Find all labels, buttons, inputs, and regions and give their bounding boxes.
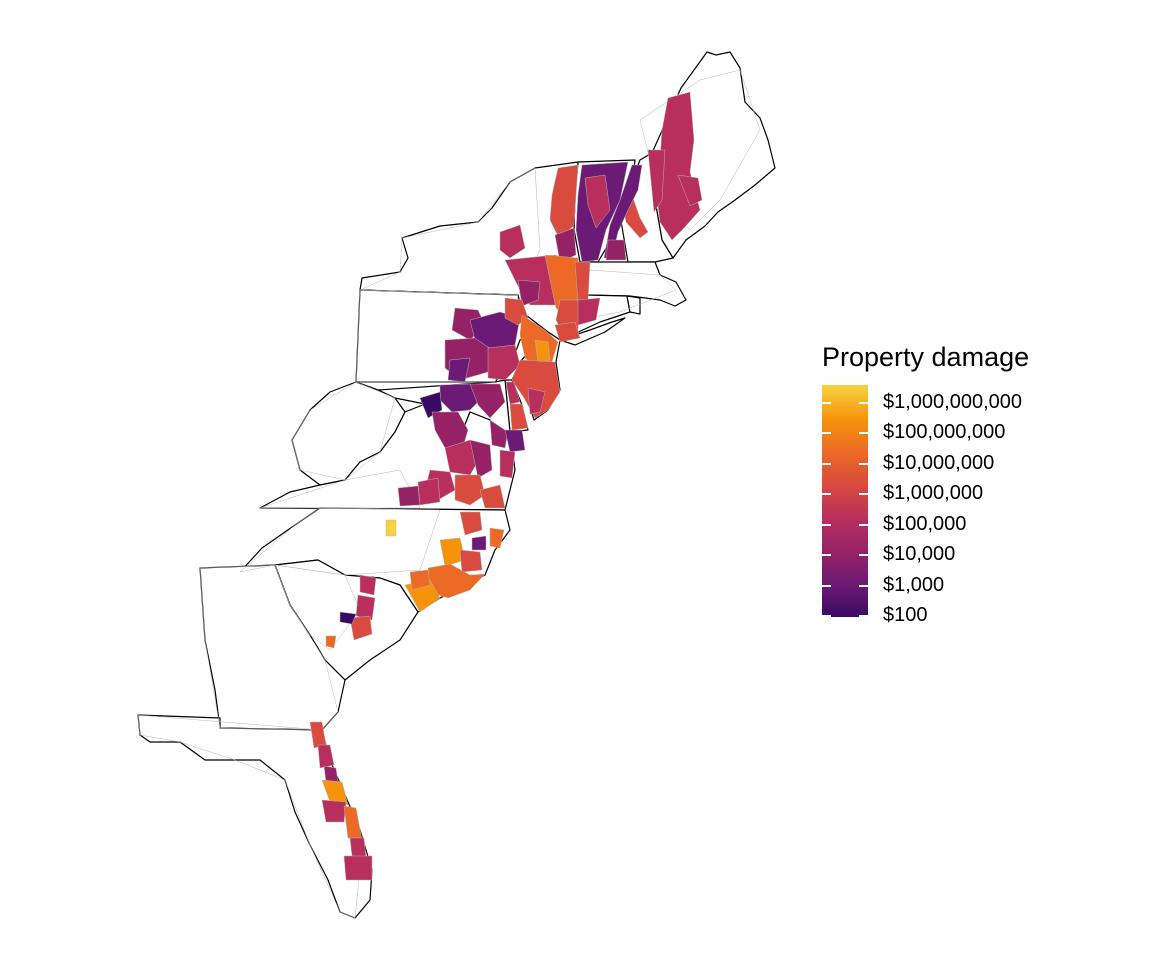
- legend-color-bar: [822, 385, 868, 617]
- county-damage: [499, 449, 516, 479]
- county-damage: [359, 574, 377, 596]
- county-damage: [534, 339, 551, 363]
- legend-tick: [822, 402, 831, 404]
- county-damage: [554, 227, 577, 263]
- legend-label: $100,000,000: [883, 421, 1006, 443]
- legend-tick: [822, 463, 831, 465]
- legend-title: Property damage: [822, 342, 1030, 372]
- county-damage: [325, 635, 337, 649]
- legend-tick: [859, 402, 868, 404]
- legend-tick: [859, 554, 868, 556]
- legend-label: $1,000,000,000: [883, 391, 1023, 413]
- state-rhode-island: [626, 295, 641, 315]
- county-damage: [499, 224, 526, 259]
- legend-tick: [822, 524, 831, 526]
- county-damage: [577, 297, 601, 326]
- legend-label: $10,000: [883, 543, 956, 565]
- county-damage: [487, 344, 521, 381]
- county-damage: [605, 239, 627, 261]
- county-damage: [321, 779, 349, 806]
- county-damage: [419, 391, 443, 419]
- legend-tick: [859, 524, 868, 526]
- county-damage: [349, 615, 373, 641]
- county-damage: [677, 174, 703, 207]
- legend-tick: [859, 463, 868, 465]
- legend-label: $100: [883, 604, 928, 626]
- county-damage: [444, 439, 481, 476]
- county-damage: [459, 549, 483, 573]
- county-damage: [469, 383, 506, 419]
- legend-label: $10,000,000: [883, 452, 995, 474]
- county-damage: [527, 387, 546, 415]
- legend-tick: [822, 615, 831, 617]
- county-damage: [417, 477, 441, 506]
- county-damage: [509, 403, 529, 431]
- county-damage: [343, 855, 373, 881]
- legend-tick: [822, 554, 831, 556]
- county-damage: [409, 569, 431, 591]
- county-damage: [349, 837, 367, 859]
- county-damage: [339, 611, 357, 625]
- county-damage: [355, 594, 376, 621]
- legend-tick: [822, 585, 831, 587]
- county-damage: [504, 429, 526, 453]
- legend-tick: [859, 493, 868, 495]
- county-damage: [505, 381, 521, 405]
- county-damage: [647, 149, 666, 213]
- county-damage: [584, 174, 611, 229]
- legend-tick: [859, 432, 868, 434]
- legend-label: $1,000: [883, 574, 945, 596]
- county-damage: [489, 419, 509, 449]
- county-damage: [397, 485, 421, 507]
- legend-tick: [859, 615, 868, 617]
- county-damage: [469, 439, 493, 479]
- county-damage: [321, 799, 347, 823]
- county-damage: [454, 474, 486, 506]
- legend: Property damage $1,000,000,000 $100,000,…: [822, 342, 1122, 642]
- legend-tick: [822, 493, 831, 495]
- county-damage: [517, 279, 541, 307]
- county-damage: [471, 535, 487, 551]
- legend-label: $1,000,000: [883, 482, 984, 504]
- county-damage: [459, 511, 483, 536]
- county-damage: [479, 484, 506, 509]
- legend-label: $100,000: [883, 513, 967, 535]
- legend-tick: [859, 585, 868, 587]
- county-damage: [385, 519, 397, 537]
- county-damage: [317, 744, 335, 769]
- county-damage: [447, 357, 471, 383]
- county-damage: [489, 527, 505, 549]
- legend-tick: [822, 432, 831, 434]
- damage-counties: [309, 91, 703, 881]
- county-damage: [554, 321, 581, 343]
- county-damage: [323, 765, 339, 783]
